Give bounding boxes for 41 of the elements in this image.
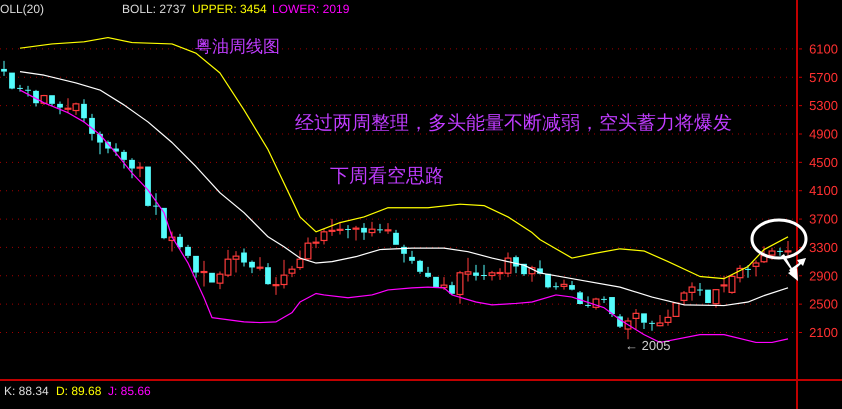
candlestick (632, 308, 640, 330)
candlestick (89, 113, 95, 142)
y-tick-label: 3300 (809, 240, 838, 255)
candlestick (249, 260, 255, 274)
candlestick (153, 192, 159, 216)
y-tick-label: 4500 (809, 154, 838, 170)
y-tick-label: 4900 (809, 126, 838, 142)
y-tick-label: 2500 (809, 296, 838, 312)
candlestick (569, 280, 575, 290)
y-tick-label: 5700 (809, 70, 838, 85)
candlestick (473, 264, 479, 281)
annotation: UPPER: 3454 (192, 2, 268, 16)
y-tick-label: 3700 (809, 212, 838, 227)
candlestick (200, 260, 208, 287)
candlestick (409, 250, 415, 264)
candlestick (136, 162, 144, 178)
text: K: 88.34 (4, 384, 50, 398)
candlestick (241, 248, 247, 267)
candlestick (1, 60, 7, 76)
annotation: LOWER: 2019 (272, 2, 350, 16)
annotation: 经过两周整理，多头能量不断减弱，空头蓄力将爆发 (295, 112, 732, 134)
annotation: 下周看空思路 (330, 165, 444, 187)
y-tick-label: 5300 (809, 98, 838, 114)
candlestick (425, 266, 431, 278)
candlestick (345, 224, 351, 239)
y-tick-label: 6100 (809, 41, 838, 56)
y-tick-label: 2100 (809, 325, 838, 340)
annotation: ← 2005 (625, 338, 671, 354)
annotation: BOLL: 2737 (122, 2, 186, 16)
line-series (19, 36, 789, 280)
annotation: OLL(20) (0, 2, 44, 16)
candlestick (361, 222, 367, 240)
candlestick (129, 158, 135, 179)
candlestick (417, 259, 423, 274)
line-series (19, 71, 789, 306)
text: D: 89.68 (56, 384, 102, 398)
y-tick-label: 2900 (809, 268, 838, 284)
text: 粤油周线图 (195, 37, 280, 57)
y-tick-label: 4100 (809, 183, 838, 198)
candlestick (265, 262, 271, 284)
text: J: 85.66 (108, 384, 152, 398)
